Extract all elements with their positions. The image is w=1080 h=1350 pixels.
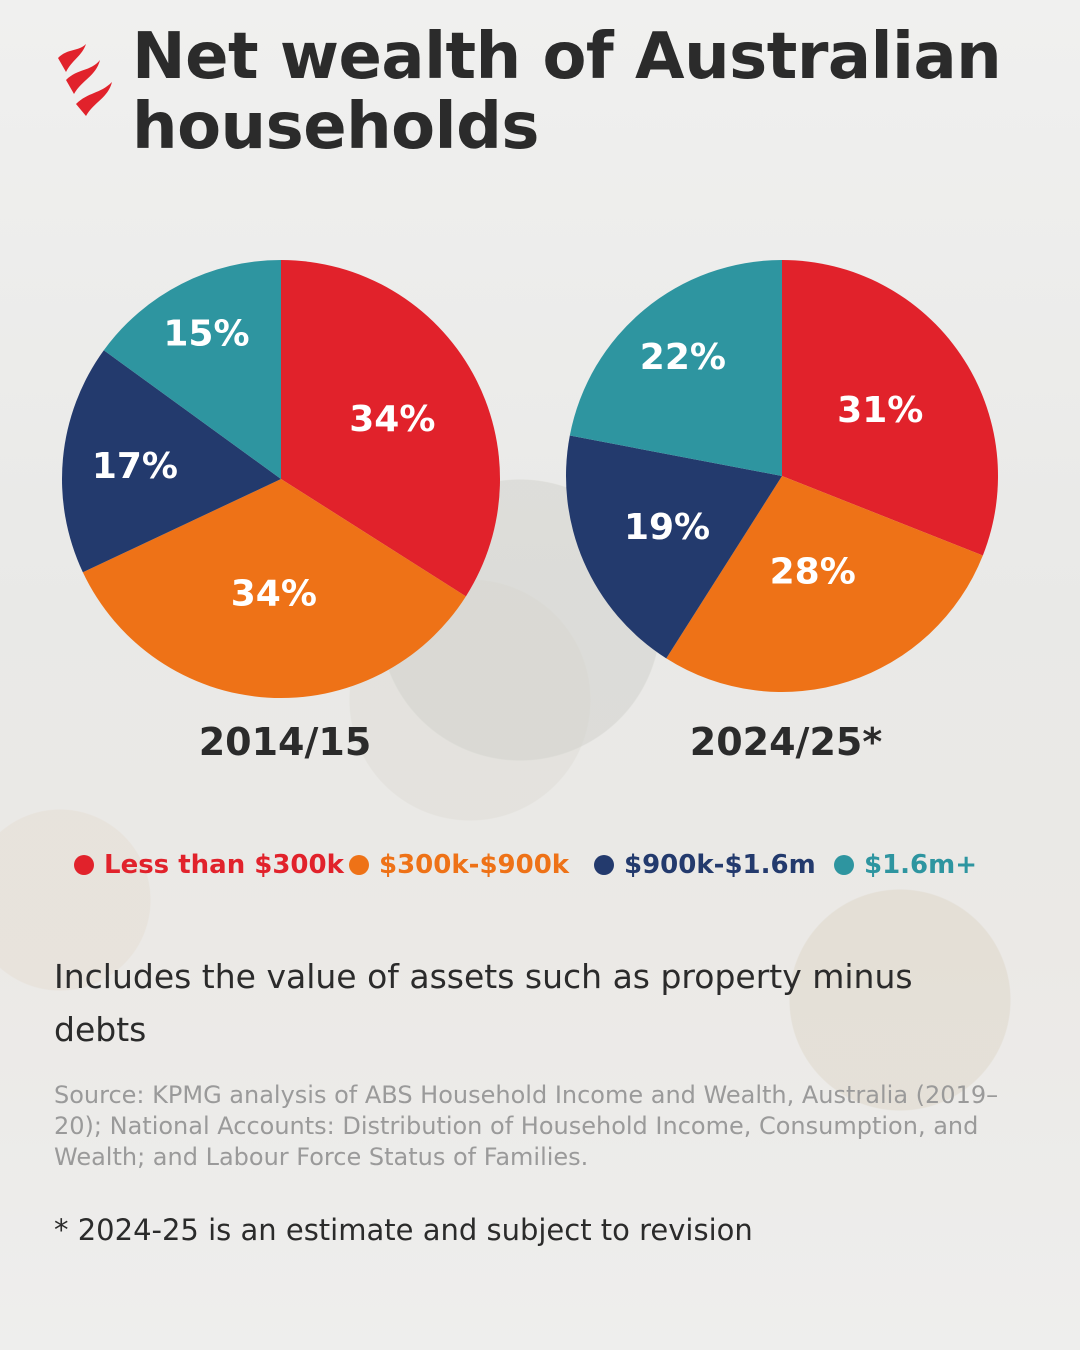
legend-swatch	[834, 855, 854, 875]
legend-swatch	[594, 855, 614, 875]
data-label-1-6m: 22%	[640, 337, 726, 378]
legend-item-900k-1-6m: $900k-$1.6m	[594, 845, 816, 885]
chart-year-label: 2024/25*	[690, 720, 883, 764]
pie-chart-2024-25: 31% 28% 19% 22% 2024/25*	[565, 260, 999, 764]
footnote: * 2024-25 is an estimate and subject to …	[54, 1213, 753, 1247]
page-title: Net wealth of Australian households	[132, 20, 1002, 164]
description-note: Includes the value of assets such as pro…	[54, 957, 913, 1049]
data-label-less-than-300k: 34%	[349, 399, 435, 440]
data-label-300k-900k: 34%	[231, 574, 317, 615]
pie-slice-less-than-300k	[782, 260, 999, 556]
legend-item-less-than-300k: Less than $300k	[74, 845, 344, 885]
sbs-logo-icon	[58, 44, 112, 116]
legend-label: $900k-$1.6m	[624, 850, 816, 880]
legend-swatch	[349, 855, 369, 875]
pie-slice-1-6m	[103, 260, 281, 479]
pie-slice-300k-900k	[666, 476, 983, 692]
legend: Less than $300k $300k-$900k $900k-$1.6m …	[0, 845, 1080, 885]
pie-slice-300k-900k	[82, 479, 466, 698]
data-label-900k-1-6m: 17%	[92, 446, 178, 487]
pie-slice-less-than-300k	[281, 260, 500, 597]
data-label-1-6m: 15%	[163, 314, 249, 355]
legend-label: Less than $300k	[104, 850, 344, 880]
data-label-900k-1-6m: 19%	[624, 507, 710, 548]
chart-year-label: 2014/15	[199, 720, 372, 764]
legend-swatch	[74, 855, 94, 875]
pie-slice-1-6m	[569, 260, 782, 476]
pie-charts: 34% 34% 17% 15% 2014/15 31% 28% 19% 22% 2024/25*	[62, 260, 999, 764]
data-label-300k-900k: 28%	[770, 551, 856, 592]
data-label-less-than-300k: 31%	[837, 390, 923, 431]
pie-chart-2014-15: 34% 34% 17% 15% 2014/15	[62, 260, 500, 764]
legend-label: $1.6m+	[864, 850, 978, 880]
legend-label: $300k-$900k	[379, 850, 570, 880]
legend-item-1-6m-plus: $1.6m+	[834, 845, 977, 885]
pie-slice-900k-1-6m	[565, 435, 782, 659]
pie-slice-900k-1-6m	[62, 350, 282, 573]
source-text: Source: KPMG analysis of ABS Household I…	[54, 1081, 999, 1171]
legend-item-300k-900k: $300k-$900k	[349, 845, 569, 885]
